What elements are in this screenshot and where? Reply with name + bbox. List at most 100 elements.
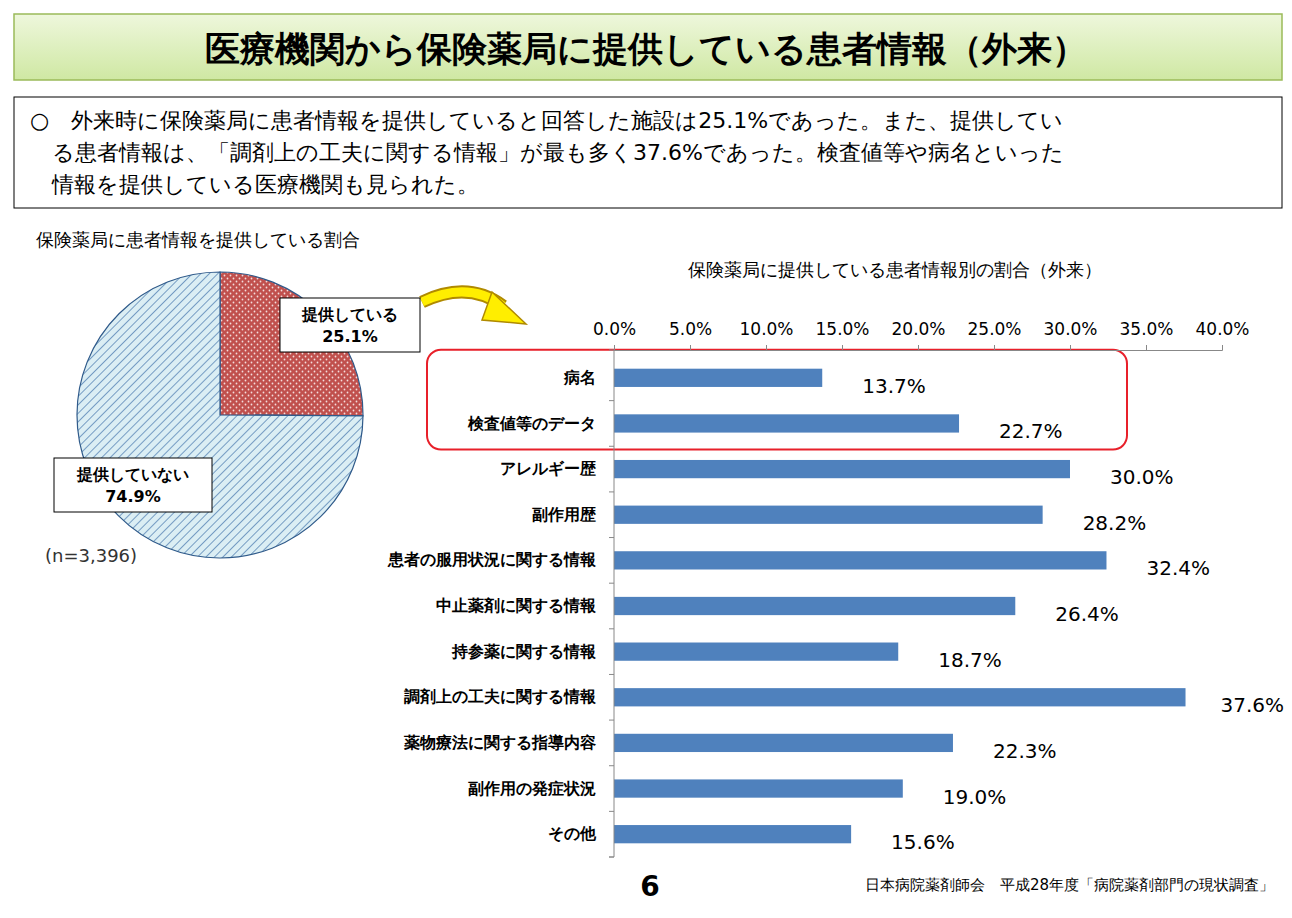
tick-label: 20.0%	[891, 319, 945, 339]
data-label: 提供していない	[76, 465, 189, 484]
tick: 30.0%	[1043, 319, 1097, 350]
tick-label: 薬物療法に関する指導内容	[403, 733, 596, 752]
bar	[614, 506, 1043, 524]
tick-mark	[609, 583, 614, 584]
data-label: 30.0%	[1110, 465, 1174, 489]
bar	[614, 597, 1015, 615]
tick-mark	[766, 345, 767, 350]
tick: 0.0%	[593, 319, 636, 350]
tick-mark	[918, 345, 919, 350]
tick-label: 病名	[563, 368, 596, 387]
tick-label: 0.0%	[593, 319, 636, 339]
tick-mark	[690, 345, 691, 350]
data-label: 74.9%	[105, 487, 161, 506]
tick-label: 35.0%	[1119, 319, 1173, 339]
tick: 副作用の発症状況	[468, 779, 614, 812]
summary-line: 情報を提供している医療機関も見られた。	[51, 172, 479, 197]
data-label: 26.4%	[1055, 602, 1119, 626]
tick-mark	[1146, 345, 1147, 350]
tick: 持参薬に関する情報	[451, 642, 614, 675]
tick: 25.0%	[967, 319, 1021, 350]
tick-label: 持参薬に関する情報	[451, 642, 597, 661]
data-label: 25.1%	[322, 327, 378, 346]
tick-mark	[609, 765, 614, 766]
tick-mark	[994, 345, 995, 350]
bar	[614, 551, 1106, 569]
data-label: 13.7%	[862, 374, 926, 398]
tick-label: 調剤上の工夫に関する情報	[404, 687, 597, 706]
tick-mark	[609, 720, 614, 721]
tick-label: 中止薬剤に関する情報	[436, 596, 597, 615]
summary-line: る患者情報は、「調剤上の工夫に関する情報」が最も多く37.6%であった。検査値等…	[52, 140, 1064, 165]
tick-mark	[609, 446, 614, 447]
tick: 病名	[563, 368, 614, 401]
tick: 調剤上の工夫に関する情報	[404, 687, 614, 720]
tick-mark	[609, 400, 614, 401]
tick: 患者の服用状況に関する情報	[387, 550, 614, 583]
tick-label: 検査値等のデータ	[467, 414, 596, 433]
tick: 薬物療法に関する指導内容	[403, 733, 614, 766]
data-label-box	[280, 298, 420, 352]
tick-label: 25.0%	[967, 319, 1021, 339]
tick: アレルギー歴	[500, 459, 614, 492]
bar	[614, 734, 953, 752]
summary-line: ○ 外来時に保険薬局に患者情報を提供していると回答した施設は25.1%であった。…	[30, 108, 1063, 133]
tick-mark	[609, 537, 614, 538]
tick-label: 5.0%	[669, 319, 712, 339]
annotation: (n=3,396)	[45, 545, 137, 566]
bars	[614, 369, 1186, 844]
data-label: 28.2%	[1083, 511, 1147, 535]
tick-label: 10.0%	[739, 319, 793, 339]
tick-mark	[614, 345, 615, 350]
tick-label: 30.0%	[1043, 319, 1097, 339]
tick: 15.0%	[815, 319, 869, 350]
axis-line	[609, 350, 614, 857]
bar	[614, 779, 903, 797]
chart-title: 保険薬局に提供している患者情報別の割合（外来）	[688, 259, 1102, 280]
tick: 35.0%	[1119, 319, 1173, 350]
bar	[614, 825, 851, 843]
source: 日本病院薬剤師会 平成28年度「病院薬剤部門の現状調査」	[865, 876, 1274, 894]
data-label: 15.6%	[891, 830, 955, 854]
tick-label: 副作用歴	[532, 505, 596, 524]
y-axis: 病名検査値等のデータアレルギー歴副作用歴患者の服用状況に関する情報中止薬剤に関す…	[387, 350, 614, 857]
tick-mark	[609, 811, 614, 812]
tick: 10.0%	[739, 319, 793, 350]
tick-mark	[842, 345, 843, 350]
tick-mark	[609, 857, 614, 858]
highlight-frame	[427, 350, 1127, 450]
axis-line	[615, 345, 1223, 351]
tick-label: 15.0%	[815, 319, 869, 339]
title-box	[14, 14, 1282, 80]
data-label-box	[54, 458, 212, 512]
data-label: 22.7%	[999, 419, 1063, 443]
tick-mark	[609, 628, 614, 629]
bar	[614, 688, 1186, 706]
arrow-head	[482, 292, 526, 324]
tick: 40.0%	[1195, 319, 1249, 350]
tick-mark	[609, 674, 614, 675]
bar	[614, 643, 898, 661]
data-label: 22.3%	[993, 739, 1057, 763]
tick: 副作用歴	[532, 505, 614, 538]
summary-box	[14, 97, 1282, 208]
bar	[614, 460, 1070, 478]
tick-label: その他	[548, 824, 597, 843]
tick: 検査値等のデータ	[467, 414, 614, 447]
tick-mark	[1222, 345, 1223, 350]
tick: 中止薬剤に関する情報	[436, 596, 614, 629]
tick: その他	[548, 824, 614, 857]
tick-mark	[1070, 345, 1071, 350]
page-number: 6	[640, 870, 659, 903]
tick-mark	[609, 491, 614, 492]
tick: 5.0%	[669, 319, 712, 350]
bar	[614, 369, 822, 387]
data-label: 提供している	[301, 305, 398, 324]
page-title: 医療機関から保険薬局に提供している患者情報（外来）	[205, 29, 1087, 69]
tick-label: 40.0%	[1195, 319, 1249, 339]
data-label: 37.6%	[1220, 693, 1284, 717]
tick: 20.0%	[891, 319, 945, 350]
tick-label: 副作用の発症状況	[468, 779, 596, 798]
tick-label: アレルギー歴	[500, 459, 596, 478]
data-label: 18.7%	[938, 648, 1002, 672]
